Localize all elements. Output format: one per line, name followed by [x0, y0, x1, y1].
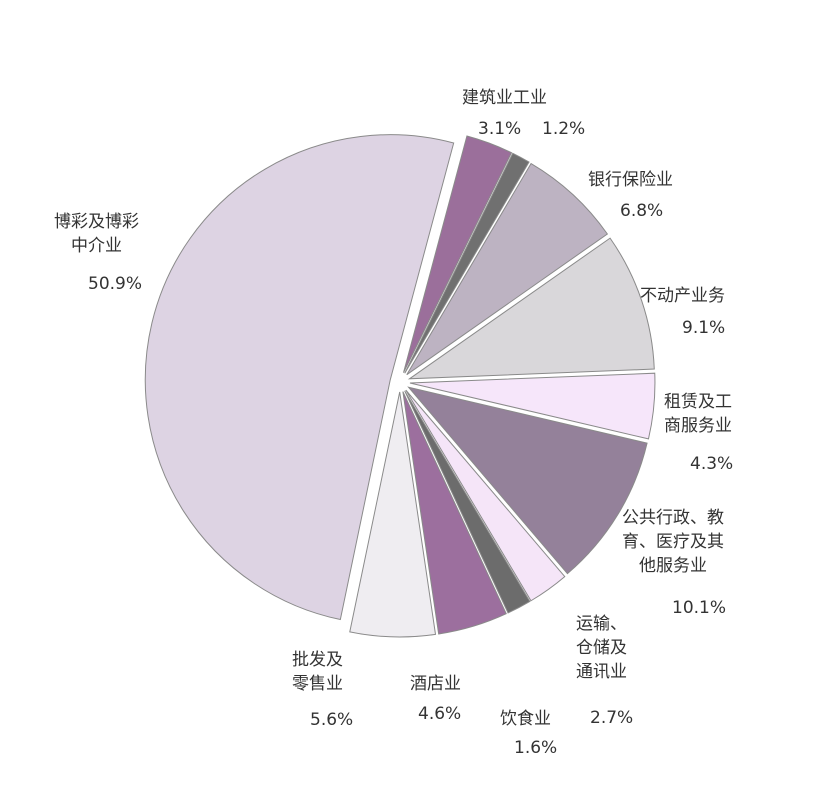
pie-slice-7 [404, 390, 531, 614]
label-public-services: 公共行政、教 育、医疗及其 他服务业 [622, 508, 724, 576]
label-transport: 运输、 仓储及 通讯业 [576, 614, 627, 682]
label-construction: 建筑业工业 [462, 88, 547, 108]
value-wholesale: 5.6% [310, 710, 354, 730]
value-hotel: 4.6% [418, 704, 462, 724]
label-gambling: 博彩及博彩 中介业 [54, 212, 139, 256]
value-banking: 6.8% [620, 201, 664, 221]
pie-slice-4 [409, 372, 656, 440]
value-rental: 4.3% [690, 454, 734, 474]
label-banking: 银行保险业 [588, 170, 673, 190]
pie-slice-8 [402, 391, 507, 635]
pie-slice-1 [404, 152, 530, 374]
value-gambling: 50.9% [88, 274, 143, 294]
pie-slice-2 [406, 162, 609, 376]
value-public-services: 10.1% [672, 598, 727, 618]
value-real-estate: 9.1% [682, 318, 726, 338]
label-rental: 租赁及工 商服务业 [664, 392, 732, 436]
label-real-estate: 不动产业务 [640, 286, 725, 306]
pie-slice-0 [403, 135, 513, 373]
label-food: 饮食业 [500, 709, 551, 729]
value-food: 1.6% [514, 738, 558, 758]
pie-slice-10 [144, 134, 455, 621]
pie-slice-9 [349, 391, 437, 638]
pie-slice-3 [407, 237, 655, 380]
value-industry: 1.2% [542, 119, 586, 139]
pie-slice-6 [405, 389, 566, 602]
pie-slice-5 [407, 386, 648, 575]
label-hotel: 酒店业 [410, 674, 461, 694]
label-wholesale: 批发及 零售业 [292, 650, 343, 694]
value-construction: 3.1% [478, 119, 522, 139]
value-transport: 2.7% [590, 708, 634, 728]
